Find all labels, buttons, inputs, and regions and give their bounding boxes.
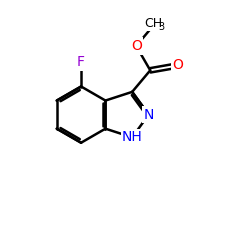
Text: NH: NH [122, 130, 142, 144]
Text: 3: 3 [158, 22, 165, 32]
Text: N: N [144, 108, 154, 122]
Text: CH: CH [144, 17, 162, 30]
Text: F: F [77, 55, 85, 69]
Text: O: O [131, 39, 142, 53]
Text: O: O [172, 58, 183, 72]
